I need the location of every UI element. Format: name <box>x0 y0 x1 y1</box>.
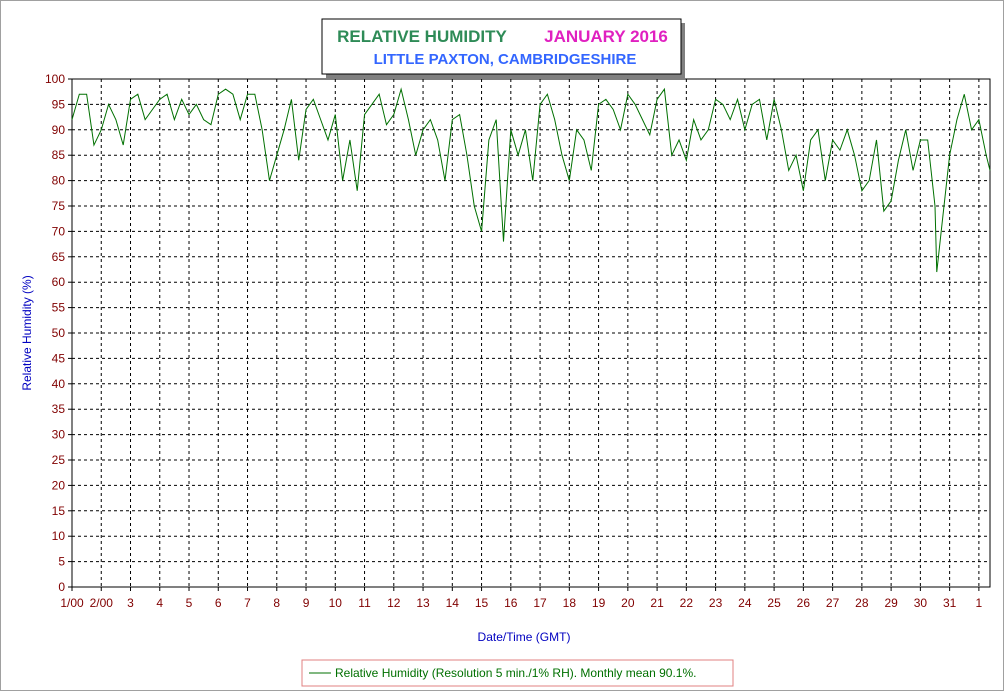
x-tick-label: 8 <box>273 596 280 610</box>
x-tick-label: 18 <box>563 596 577 610</box>
x-tick-label: 1/00 <box>60 596 84 610</box>
x-tick-label: 21 <box>650 596 664 610</box>
x-tick-label: 19 <box>592 596 606 610</box>
y-tick-label: 5 <box>58 555 65 569</box>
x-tick-label: 31 <box>943 596 957 610</box>
x-tick-label: 3 <box>127 596 134 610</box>
x-tick-label: 2/00 <box>90 596 114 610</box>
x-tick-label: 12 <box>387 596 401 610</box>
legend-label: Relative Humidity (Resolution 5 min./1% … <box>335 666 696 680</box>
x-tick-label: 16 <box>504 596 518 610</box>
chart-subtitle: LITTLE PAXTON, CAMBRIDGESHIRE <box>374 51 637 68</box>
title-box <box>321 18 682 75</box>
y-tick-label: 20 <box>52 478 66 492</box>
y-tick-label: 0 <box>58 580 65 594</box>
y-tick-label: 60 <box>52 275 66 289</box>
x-tick-label: 23 <box>709 596 723 610</box>
y-tick-label: 80 <box>52 174 66 188</box>
y-tick-label: 65 <box>52 250 66 264</box>
y-tick-label: 50 <box>52 326 66 340</box>
x-tick-label: 27 <box>826 596 840 610</box>
x-tick-label: 7 <box>244 596 251 610</box>
legend-box <box>301 659 734 687</box>
x-tick-label: 11 <box>358 596 371 610</box>
x-tick-label: 1 <box>976 596 983 610</box>
y-tick-label: 25 <box>52 453 66 467</box>
y-tick-label: 40 <box>52 377 66 391</box>
y-tick-label: 30 <box>52 428 66 442</box>
y-tick-label: 45 <box>52 351 66 365</box>
y-tick-label: 95 <box>52 97 66 111</box>
y-tick-label: 55 <box>52 301 66 315</box>
y-tick-label: 70 <box>52 224 66 238</box>
x-tick-label: 25 <box>767 596 781 610</box>
x-tick-label: 29 <box>884 596 898 610</box>
y-tick-label: 75 <box>52 199 66 213</box>
x-tick-label: 13 <box>416 596 430 610</box>
x-tick-label: 10 <box>329 596 343 610</box>
plot-frame <box>71 78 991 588</box>
x-tick-label: 24 <box>738 596 752 610</box>
x-tick-label: 14 <box>446 596 460 610</box>
x-tick-label: 4 <box>156 596 163 610</box>
x-tick-label: 30 <box>914 596 928 610</box>
y-tick-label: 10 <box>52 529 66 543</box>
x-axis-label: Date/Time (GMT) <box>478 630 571 644</box>
chart-title: RELATIVE HUMIDITY <box>337 27 507 46</box>
y-tick-label: 15 <box>52 504 66 518</box>
x-tick-label: 5 <box>186 596 193 610</box>
x-tick-label: 17 <box>533 596 547 610</box>
x-tick-label: 9 <box>303 596 310 610</box>
chart-title-period: JANUARY 2016 <box>544 27 668 46</box>
data-line <box>71 87 991 273</box>
x-tick-label: 22 <box>680 596 694 610</box>
y-tick-label: 90 <box>52 123 66 137</box>
y-tick-label: 35 <box>52 402 66 416</box>
y-axis-label: Relative Humidity (%) <box>20 275 34 390</box>
x-tick-label: 26 <box>797 596 811 610</box>
x-tick-label: 28 <box>855 596 869 610</box>
y-tick-label: 85 <box>52 148 66 162</box>
x-tick-label: 6 <box>215 596 222 610</box>
y-tick-label: 100 <box>45 72 65 86</box>
x-tick-label: 15 <box>475 596 489 610</box>
x-tick-label: 20 <box>621 596 635 610</box>
